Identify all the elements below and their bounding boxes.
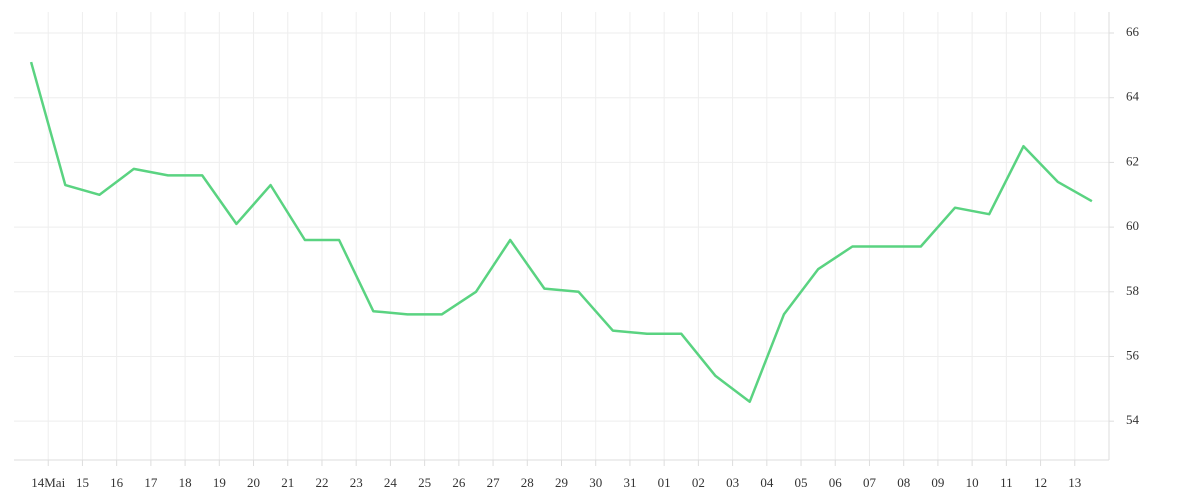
- y-tick-label: 64: [1126, 89, 1140, 104]
- x-tick-label: 31: [623, 475, 636, 490]
- data-line: [29, 61, 1093, 404]
- x-tick-label: 18: [179, 475, 192, 490]
- x-tick-label: 03: [726, 475, 739, 490]
- x-tick-label: 06: [829, 475, 843, 490]
- x-tick-label: 28: [521, 475, 534, 490]
- x-tick-label: 13: [1068, 475, 1081, 490]
- x-tick-label: 23: [350, 475, 363, 490]
- x-tick-label: 25: [418, 475, 431, 490]
- x-tick-label: 09: [931, 475, 944, 490]
- x-tick-label: 05: [795, 475, 808, 490]
- x-tick-label: 19: [213, 475, 226, 490]
- x-tick-label: 17: [144, 475, 158, 490]
- x-tick-label: 15: [76, 475, 89, 490]
- x-tick-label: 04: [760, 475, 774, 490]
- x-tick-label: 08: [897, 475, 910, 490]
- x-tick-label: 24: [384, 475, 398, 490]
- x-tick-label: 21: [281, 475, 294, 490]
- x-tick-label: 26: [452, 475, 466, 490]
- x-tick-label: 20: [247, 475, 260, 490]
- x-tick-label: 01: [658, 475, 671, 490]
- x-tick-label: 22: [315, 475, 328, 490]
- y-tick-label: 66: [1126, 24, 1140, 39]
- x-tick-label: 12: [1034, 475, 1047, 490]
- x-tick-label: 27: [487, 475, 501, 490]
- x-tick-label: 14Mai: [31, 475, 65, 490]
- y-tick-label: 60: [1126, 218, 1139, 233]
- y-tick-label: 58: [1126, 283, 1139, 298]
- x-tick-label: 11: [1000, 475, 1013, 490]
- x-tick-label: 07: [863, 475, 877, 490]
- y-tick-label: 56: [1126, 347, 1140, 362]
- x-tick-label: 02: [692, 475, 705, 490]
- y-tick-label: 62: [1126, 153, 1139, 168]
- x-tick-label: 30: [589, 475, 602, 490]
- y-tick-label: 54: [1126, 412, 1140, 427]
- x-tick-label: 29: [555, 475, 568, 490]
- x-tick-label: 16: [110, 475, 124, 490]
- x-tick-label: 10: [966, 475, 979, 490]
